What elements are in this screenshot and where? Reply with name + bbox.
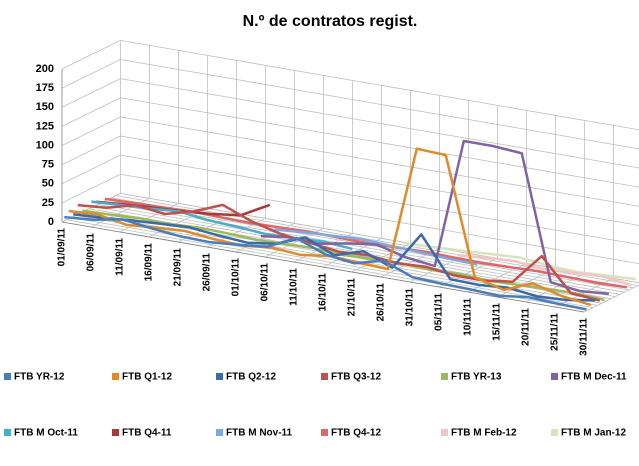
legend-swatch xyxy=(216,429,223,436)
floor-grid-line xyxy=(120,193,639,284)
grid-line xyxy=(61,135,121,165)
floor-grid-line xyxy=(70,217,594,308)
legend-label: FTB Q2-12 xyxy=(226,372,276,383)
x-tick-label: 10/11/11 xyxy=(463,298,474,336)
y-tick-label: 175 xyxy=(36,82,54,94)
grid-line xyxy=(120,173,639,265)
legend-swatch xyxy=(441,373,448,380)
grid-line xyxy=(61,40,121,70)
legend-label: FTB M Dec-11 xyxy=(561,372,627,383)
x-tick-label: 20/11/11 xyxy=(521,308,532,346)
grid-line xyxy=(120,78,639,169)
y-tick-label: 50 xyxy=(42,178,54,190)
legend-label: FTB Q4-11 xyxy=(122,428,172,439)
legend-swatch xyxy=(551,373,558,380)
legend-swatch xyxy=(112,429,119,436)
legend-swatch xyxy=(4,429,11,436)
x-tick-label: 01/09/11 xyxy=(57,228,68,267)
y-tick-label: 100 xyxy=(36,139,54,151)
x-tick-label: 21/10/11 xyxy=(347,278,358,317)
x-tick-label: 16/10/11 xyxy=(318,273,329,312)
legend-label: FTB M Nov-11 xyxy=(226,428,293,439)
legend-swatch xyxy=(321,373,328,380)
floor-grid-line xyxy=(102,201,625,293)
legend-swatch xyxy=(321,429,328,436)
legend-label: FTB M Jan-12 xyxy=(561,428,626,439)
x-tick-label: 06/09/11 xyxy=(86,233,97,272)
grid-line xyxy=(61,116,121,146)
legend-label: FTB YR-13 xyxy=(451,372,502,383)
floor-grid-line xyxy=(97,204,621,295)
series-line xyxy=(274,228,478,266)
y-tick-label: 150 xyxy=(36,101,54,113)
legend-label: FTB Q3-12 xyxy=(331,372,381,383)
series-line xyxy=(260,139,609,296)
grid-line xyxy=(120,59,639,150)
x-tick-label: 05/11/11 xyxy=(434,293,445,331)
x-tick-label: 01/10/11 xyxy=(231,258,242,297)
x-tick-label: 25/11/11 xyxy=(550,313,561,351)
x-tick-label: 31/10/11 xyxy=(405,288,416,327)
grid-line xyxy=(120,40,639,131)
legend-label: FTB Q1-12 xyxy=(122,372,172,383)
grid-line xyxy=(61,97,121,127)
x-tick-label: 26/10/11 xyxy=(376,283,387,322)
legend-swatch xyxy=(216,373,223,380)
y-tick-label: 125 xyxy=(36,120,54,132)
x-tick-label: 15/11/11 xyxy=(492,303,503,341)
grid-line xyxy=(120,97,639,188)
series-line xyxy=(77,203,601,302)
legend-swatch xyxy=(4,373,11,380)
y-tick-label: 0 xyxy=(48,216,54,228)
grid-line xyxy=(61,59,121,89)
legend-swatch xyxy=(112,373,119,380)
x-tick-label: 11/09/11 xyxy=(115,238,126,276)
x-tick-label: 16/09/11 xyxy=(144,243,155,282)
grid-line xyxy=(61,78,121,108)
x-tick-label: 11/10/11 xyxy=(289,268,300,306)
legend-label: FTB M Feb-12 xyxy=(451,428,517,439)
x-tick-label: 06/10/11 xyxy=(260,263,271,302)
y-tick-label: 200 xyxy=(36,63,54,75)
legend-label: FTB M Oct-11 xyxy=(14,428,78,439)
legend-label: FTB Q4-12 xyxy=(331,428,381,439)
x-tick-label: 21/09/11 xyxy=(173,248,184,287)
chart-title: N.º de contratos regist. xyxy=(243,13,418,30)
y-tick-label: 25 xyxy=(42,197,54,209)
legend-swatch xyxy=(551,429,558,436)
y-tick-label: 75 xyxy=(42,159,54,171)
grid-line xyxy=(61,154,121,185)
series-line xyxy=(457,253,632,287)
x-axis xyxy=(61,221,585,313)
legend-label: FTB YR-12 xyxy=(14,372,65,383)
category-grid-line xyxy=(583,284,639,313)
grid-line xyxy=(120,116,639,207)
legend-swatch xyxy=(441,429,448,436)
x-tick-label: 30/11/11 xyxy=(579,318,590,356)
x-tick-label: 26/09/11 xyxy=(202,253,213,292)
grid-line xyxy=(61,173,121,204)
series-line xyxy=(64,215,587,311)
